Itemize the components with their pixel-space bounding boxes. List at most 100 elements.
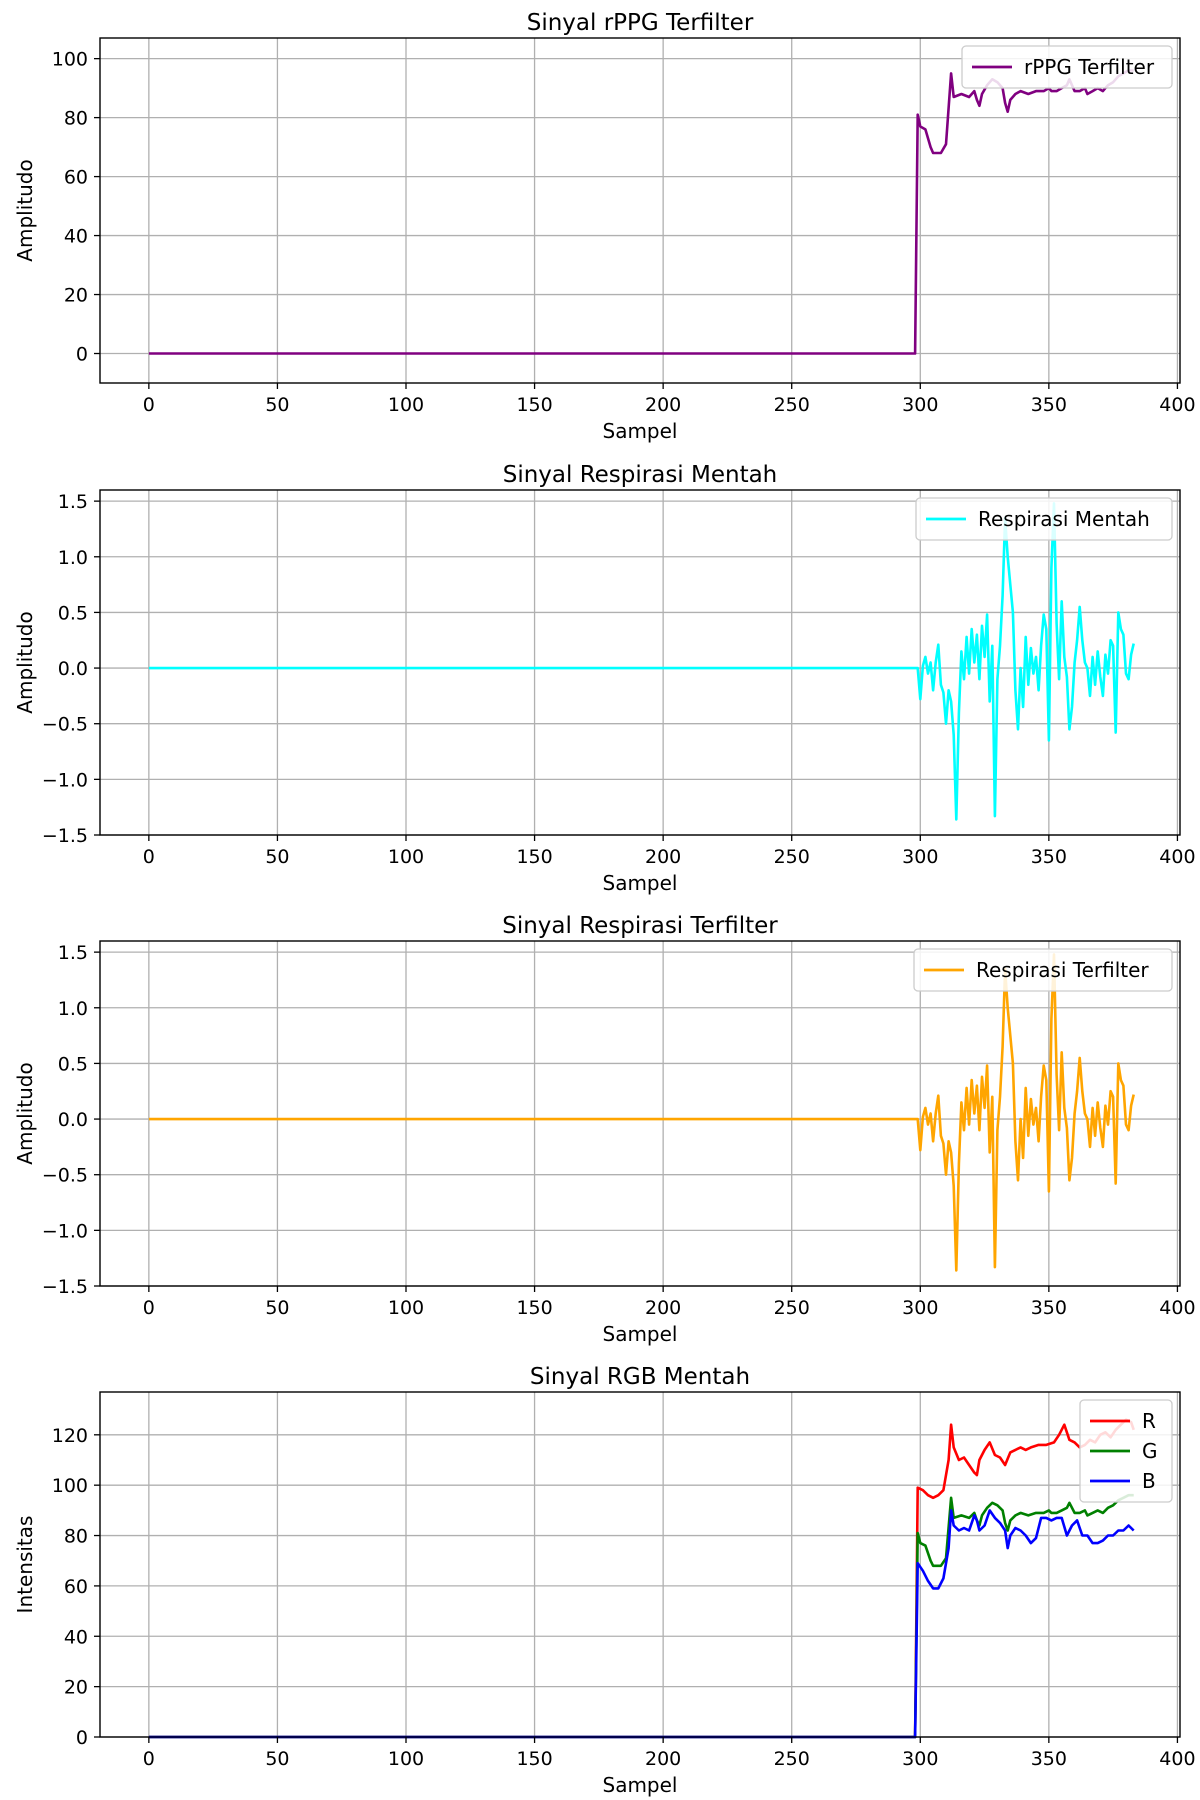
x-tick-label: 250: [774, 846, 810, 868]
axes-frame: [99, 37, 1181, 384]
y-tick-label: 20: [64, 285, 88, 307]
series-line-rppg-terfilter: [148, 69, 1134, 355]
x-tick-label: 150: [516, 1748, 552, 1770]
y-tick-label: 60: [64, 1576, 88, 1598]
y-tick-label: 0.5: [58, 602, 88, 624]
y-tick-label: 120: [52, 1425, 88, 1447]
x-tick-label: 300: [902, 846, 938, 868]
y-tick-label: 0: [76, 1727, 88, 1749]
y-axis-label: Amplitudo: [13, 1062, 37, 1164]
y-tick-label: −1.5: [42, 825, 88, 847]
x-tick-label: 400: [1159, 846, 1195, 868]
x-axis-label: Sampel: [603, 419, 678, 443]
axes-frame: [99, 940, 1181, 1287]
legend: RGB: [1079, 1399, 1173, 1503]
x-tick-label: 0: [143, 1748, 155, 1770]
x-axis-label: Sampel: [603, 871, 678, 895]
y-tick-label: 1.5: [58, 942, 88, 964]
x-tick-label: 350: [1031, 1748, 1067, 1770]
x-tick-label: 50: [265, 846, 289, 868]
x-tick-label: 250: [774, 394, 810, 416]
y-tick-label: −1.0: [42, 1220, 88, 1242]
y-tick-label: 1.0: [58, 547, 88, 569]
legend: Respirasi Terfilter: [913, 948, 1173, 992]
chart-4: 0 50 100 150 200 250 300 350 400 0 20 40 60 80 100 120 S…: [13, 1364, 1196, 1797]
chart-title: Sinyal rPPG Terfilter: [527, 10, 754, 36]
y-tick-label: 0.0: [58, 658, 88, 680]
legend-label: R: [1142, 1409, 1156, 1433]
legend: rPPG Terfilter: [961, 45, 1173, 89]
x-tick-label: 50: [265, 394, 289, 416]
chart-1: 0 50 100 150 200 250 300 350 400 0 20 40 60 80 100 Siny…: [13, 10, 1196, 443]
y-tick-label: 0.0: [58, 1109, 88, 1131]
x-tick-label: 250: [774, 1748, 810, 1770]
x-tick-label: 400: [1159, 1297, 1195, 1319]
x-tick-label: 350: [1031, 394, 1067, 416]
y-tick-label: 60: [64, 167, 88, 189]
x-axis-label: Sampel: [603, 1773, 678, 1797]
chart-title: Sinyal RGB Mentah: [530, 1364, 750, 1390]
y-tick-label: 40: [64, 1626, 88, 1648]
x-tick-label: 100: [388, 1748, 424, 1770]
y-tick-label: 1.0: [58, 998, 88, 1020]
x-tick-label: 0: [143, 394, 155, 416]
legend: Respirasi Mentah: [915, 497, 1173, 541]
legend-label: G: [1142, 1439, 1158, 1463]
series-line-respirasi-terfilter: [148, 953, 1135, 1272]
x-tick-label: 250: [774, 1297, 810, 1319]
axes-frame: [99, 1391, 1181, 1738]
x-tick-label: 300: [902, 1748, 938, 1770]
y-axis-label: Amplitudo: [13, 611, 37, 713]
x-tick-label: 400: [1159, 394, 1195, 416]
x-tick-label: 0: [143, 1297, 155, 1319]
y-tick-label: 1.5: [58, 491, 88, 513]
y-tick-label: −0.5: [42, 1165, 88, 1187]
legend-box: [961, 45, 1173, 89]
legend-label: B: [1142, 1469, 1156, 1493]
x-tick-label: 200: [645, 846, 681, 868]
axes-frame: [99, 489, 1181, 836]
y-tick-label: −0.5: [42, 714, 88, 736]
legend-label: rPPG Terfilter: [1024, 55, 1155, 79]
x-tick-label: 200: [645, 394, 681, 416]
chart-title: Sinyal Respirasi Terfilter: [502, 913, 778, 939]
y-axis-label: Amplitudo: [13, 159, 37, 261]
legend-box: [913, 948, 1173, 992]
chart-title: Sinyal Respirasi Mentah: [503, 462, 778, 488]
y-tick-label: −1.5: [42, 1276, 88, 1298]
y-tick-label: 20: [64, 1677, 88, 1699]
y-tick-label: 40: [64, 226, 88, 248]
x-tick-label: 300: [902, 1297, 938, 1319]
y-tick-label: 80: [64, 1526, 88, 1548]
series-line-b: [148, 1509, 1135, 1739]
series-line-respirasi-mentah: [148, 502, 1135, 821]
chart-2: 0 50 100 150 200 250 300 350 400 −1.5 −1.0 −0.5 0.0 0…: [13, 462, 1196, 895]
x-tick-label: 150: [516, 846, 552, 868]
x-tick-label: 50: [265, 1748, 289, 1770]
y-tick-label: 80: [64, 108, 88, 130]
chart-3: 0 50 100 150 200 250 300 350 400 −1.5 −1.0 −0.5 0.0 0…: [13, 913, 1196, 1346]
x-tick-label: 150: [516, 1297, 552, 1319]
x-tick-label: 350: [1031, 846, 1067, 868]
x-tick-label: 200: [645, 1297, 681, 1319]
x-tick-label: 100: [388, 1297, 424, 1319]
x-tick-label: 100: [388, 846, 424, 868]
y-tick-label: 100: [52, 1475, 88, 1497]
y-tick-label: −1.0: [42, 769, 88, 791]
x-tick-label: 50: [265, 1297, 289, 1319]
y-tick-label: 0: [76, 344, 88, 366]
legend-box: [915, 497, 1173, 541]
legend-label: Respirasi Terfilter: [976, 958, 1149, 982]
x-tick-label: 100: [388, 394, 424, 416]
legend-label: Respirasi Mentah: [978, 507, 1150, 531]
y-tick-label: 0.5: [58, 1053, 88, 1075]
x-tick-label: 300: [902, 394, 938, 416]
x-tick-label: 350: [1031, 1297, 1067, 1319]
x-tick-label: 400: [1159, 1748, 1195, 1770]
x-tick-label: 200: [645, 1748, 681, 1770]
x-tick-label: 0: [143, 846, 155, 868]
series-line-r: [148, 1418, 1135, 1739]
x-tick-label: 150: [516, 394, 552, 416]
x-axis-label: Sampel: [603, 1322, 678, 1346]
